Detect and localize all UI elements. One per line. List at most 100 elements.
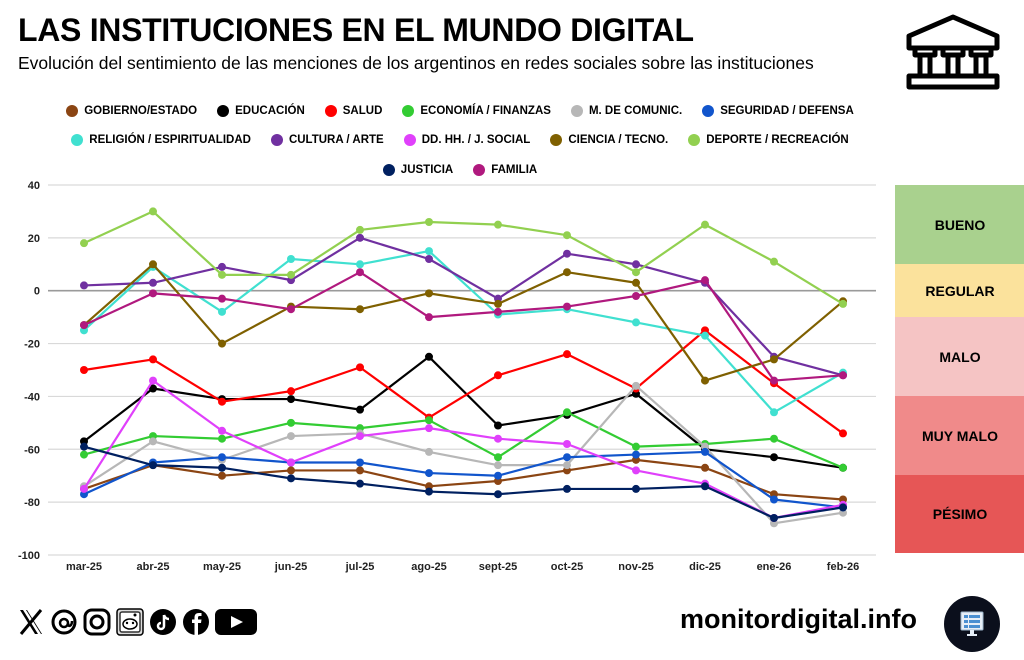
site-url[interactable]: monitordigital.info	[680, 604, 917, 634]
x-tick-label: may-25	[203, 561, 241, 573]
y-tick-label: -80	[24, 497, 40, 509]
data-point	[356, 268, 364, 277]
legend-marker	[382, 163, 395, 176]
youtube-icon[interactable]	[214, 607, 258, 637]
data-point	[770, 514, 778, 522]
legend-marker	[217, 104, 230, 117]
x-tick-label: ene-26	[757, 561, 792, 573]
series-line-11	[83, 445, 844, 520]
data-point	[701, 276, 709, 285]
legend-label: FAMILIA	[491, 163, 538, 176]
series-line-6	[83, 249, 844, 414]
data-point	[770, 408, 778, 417]
data-point	[563, 408, 571, 417]
monitor-dashboard-icon	[944, 596, 1000, 652]
series-line-0	[83, 458, 844, 501]
x-tick-label: oct-25	[551, 561, 583, 573]
data-point	[770, 453, 778, 462]
data-point	[80, 442, 88, 451]
data-point	[356, 225, 364, 234]
legend-marker	[71, 134, 84, 147]
data-point	[425, 469, 433, 478]
data-point	[632, 450, 640, 459]
data-point	[701, 331, 709, 340]
data-point	[770, 376, 778, 385]
facebook-icon[interactable]	[181, 607, 211, 637]
instagram-icon[interactable]	[82, 607, 112, 637]
legend-marker	[570, 104, 583, 117]
threads-icon[interactable]	[49, 607, 79, 637]
scale-band-regular: REGULAR	[895, 264, 1024, 317]
data-point	[563, 350, 571, 359]
data-point	[701, 376, 709, 385]
x-tick-label: nov-25	[618, 561, 653, 573]
y-tick-label: 20	[28, 233, 40, 245]
data-point	[494, 453, 502, 462]
legend-marker	[66, 104, 79, 117]
legend-item: RELIGIÓN / ESPIRITUALIDAD	[71, 134, 251, 147]
y-tick-label: -20	[24, 339, 40, 351]
x-icon[interactable]	[16, 607, 46, 637]
data-point	[770, 434, 778, 443]
x-tick-label: ago-25	[411, 561, 446, 573]
page-subtitle: Evolución del sentimiento de las mencion…	[18, 53, 814, 73]
data-point	[287, 466, 295, 475]
legend-item: FAMILIA	[473, 163, 538, 176]
data-point	[218, 270, 226, 279]
legend-item: EDUCACIÓN	[217, 104, 305, 117]
legend-item: GOBIERNO/ESTADO	[66, 104, 198, 117]
legend-item: DEPORTE / RECREACIÓN	[688, 134, 849, 147]
data-point	[494, 471, 502, 480]
data-point	[701, 482, 709, 491]
legend-marker	[702, 104, 715, 117]
data-point	[80, 281, 88, 290]
data-point	[218, 453, 226, 462]
data-point	[494, 299, 502, 308]
data-point	[563, 484, 571, 493]
legend-marker	[402, 104, 415, 117]
page-title: LAS INSTITUCIONES EN EL MUNDO DIGITAL	[18, 12, 694, 48]
legend-item: DD. HH. / J. SOCIAL	[403, 134, 530, 147]
institution-building-icon	[905, 14, 1001, 90]
data-point	[356, 466, 364, 475]
data-point	[218, 463, 226, 472]
data-point	[356, 405, 364, 414]
data-point	[494, 434, 502, 443]
scale-label: MUY MALO	[922, 427, 998, 444]
data-point	[80, 239, 88, 248]
data-point	[770, 257, 778, 266]
data-point	[632, 381, 640, 390]
legend-item: M. DE COMUNIC.	[570, 104, 683, 117]
data-point	[701, 463, 709, 472]
data-point	[287, 255, 295, 263]
data-point	[425, 416, 433, 425]
series-line-9	[83, 263, 844, 382]
data-point	[80, 366, 88, 374]
data-point	[356, 363, 364, 372]
legend-label: M. DE COMUNIC.	[588, 104, 683, 117]
legend-label: GOBIERNO/ESTADO	[84, 104, 198, 117]
sentiment-scale: BUENO REGULAR MALO MUY MALO PÉSIMO	[895, 185, 1024, 553]
data-point	[149, 376, 157, 385]
scale-band-pesimo: PÉSIMO	[895, 475, 1024, 553]
tiktok-icon[interactable]	[148, 607, 178, 637]
data-point	[287, 458, 295, 467]
line-chart: 40 20 0 -20 -40 -60 -80 -100 mar-25 abr-25 may-25 j…	[18, 180, 876, 573]
data-point	[287, 270, 295, 279]
legend-label: SALUD	[342, 104, 383, 117]
reddit-icon[interactable]	[115, 607, 145, 637]
data-point	[287, 418, 295, 427]
legend-label: ECONOMÍA / FINANZAS	[420, 104, 551, 117]
data-point	[287, 432, 295, 441]
data-point	[149, 289, 157, 298]
data-point	[356, 305, 364, 314]
data-point	[425, 424, 433, 433]
data-point	[632, 292, 640, 300]
data-point	[563, 461, 571, 470]
scale-band-muy-malo: MUY MALO	[895, 396, 1024, 475]
data-point	[356, 233, 364, 242]
data-point	[218, 426, 226, 435]
data-point	[701, 447, 709, 456]
series-line-7	[83, 236, 844, 377]
x-tick-label: mar-25	[66, 561, 102, 573]
